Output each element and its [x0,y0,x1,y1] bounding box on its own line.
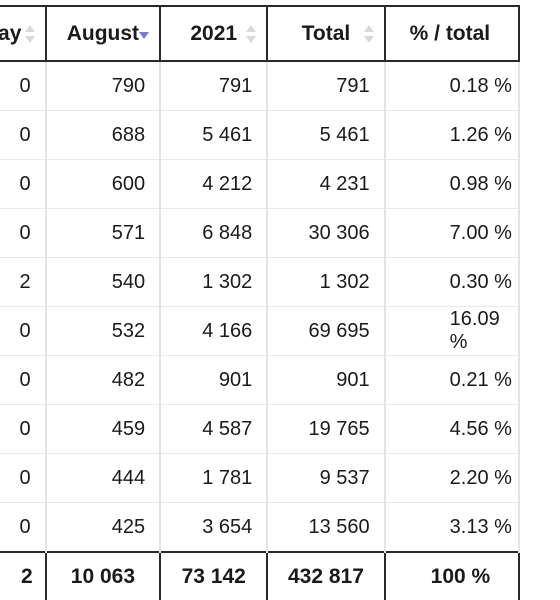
total-cell: 901 [266,355,386,405]
total-cell: 69 695 [266,306,386,356]
percent-cell: 3.13 % [383,502,521,553]
august-cell: 571 [44,208,162,258]
sort-icon[interactable] [24,25,35,43]
august-cell: 425 [44,502,162,553]
year-2021-cell: 5 461 [159,110,269,160]
total-total-cell: 432 817 [266,551,386,600]
percent-value: 2.20 % [449,466,512,489]
sort-descending-icon[interactable] [139,25,150,43]
day-cell: 0 [0,159,47,209]
year-2021-cell: 6 848 [159,208,269,258]
total-2021-cell: 73 142 [159,551,269,600]
column-header-total[interactable]: Total [266,5,386,62]
total-percent-value: 100 % [430,565,491,588]
august-cell: 790 [44,61,162,111]
august-cell: 688 [44,110,162,160]
august-cell: 540 [44,257,162,307]
table-row: 0 532 4 166 69 695 16.09 % [0,306,521,356]
day-cell: 0 [0,502,47,553]
day-cell: 0 [0,61,47,111]
percent-value: 0.21 % [449,368,512,391]
august-cell: 482 [44,355,162,405]
stats-table: day August 2021 Total % / total [0,5,521,600]
column-header-day[interactable]: day [0,5,47,62]
column-header-percent-total[interactable]: % / total [383,5,521,62]
column-header-label: August [66,21,140,45]
total-cell: 19 765 [266,404,386,454]
column-header-august[interactable]: August [44,5,162,62]
day-cell: 0 [0,208,47,258]
total-cell: 9 537 [266,453,386,503]
sort-icon[interactable] [363,25,374,43]
totals-row: 2 10 063 73 142 432 817 100 % [0,551,521,600]
day-cell: 2 [0,257,47,307]
year-2021-cell: 4 212 [159,159,269,209]
day-cell: 0 [0,453,47,503]
percent-value: 16.09 % [449,308,500,353]
percent-value: 3.13 % [449,515,512,538]
total-cell: 1 302 [266,257,386,307]
august-cell: 600 [44,159,162,209]
header-row: day August 2021 Total % / total [0,5,521,62]
table-row: 0 444 1 781 9 537 2.20 % [0,453,521,503]
percent-value: 1.26 % [449,123,512,146]
percent-cell: 7.00 % [383,208,521,258]
percent-value: 0.30 % [449,270,512,293]
august-cell: 444 [44,453,162,503]
year-2021-cell: 791 [159,61,269,111]
day-cell: 0 [0,306,47,356]
percent-value: 0.18 % [449,74,512,97]
table-row: 0 790 791 791 0.18 % [0,61,521,111]
year-2021-cell: 901 [159,355,269,405]
day-cell: 0 [0,110,47,160]
august-cell: 532 [44,306,162,356]
year-2021-cell: 1 302 [159,257,269,307]
total-day-cell: 2 [0,551,47,600]
percent-cell: 0.18 % [383,61,521,111]
year-2021-cell: 4 587 [159,404,269,454]
total-cell: 13 560 [266,502,386,553]
total-cell: 5 461 [266,110,386,160]
total-cell: 4 231 [266,159,386,209]
august-cell: 459 [44,404,162,454]
year-2021-cell: 4 166 [159,306,269,356]
percent-value: 0.98 % [449,172,512,195]
table-row: 0 571 6 848 30 306 7.00 % [0,208,521,258]
table-row: 0 459 4 587 19 765 4.56 % [0,404,521,454]
percent-value: 7.00 % [449,221,512,244]
percent-cell: 0.21 % [383,355,521,405]
column-header-label: 2021 [190,21,238,45]
percent-cell: 2.20 % [383,453,521,503]
table-row: 0 482 901 901 0.21 % [0,355,521,405]
total-august-cell: 10 063 [44,551,162,600]
percent-cell: 0.98 % [383,159,521,209]
percent-cell: 1.26 % [383,110,521,160]
table-row: 0 425 3 654 13 560 3.13 % [0,502,521,553]
percent-cell: 0.30 % [383,257,521,307]
sort-icon[interactable] [246,25,257,43]
day-cell: 0 [0,355,47,405]
table-row: 2 540 1 302 1 302 0.30 % [0,257,521,307]
percent-cell: 16.09 % [383,306,521,356]
year-2021-cell: 1 781 [159,453,269,503]
year-2021-cell: 3 654 [159,502,269,553]
column-header-label: % / total [409,21,491,45]
table-row: 0 688 5 461 5 461 1.26 % [0,110,521,160]
percent-value: 4.56 % [449,417,512,440]
total-percent-cell: 100 % [383,551,521,600]
total-cell: 30 306 [266,208,386,258]
day-cell: 0 [0,404,47,454]
column-header-label: Total [301,21,351,45]
percent-cell: 4.56 % [383,404,521,454]
column-header-label: day [0,21,22,45]
column-header-2021[interactable]: 2021 [159,5,269,62]
total-cell: 791 [266,61,386,111]
table-row: 0 600 4 212 4 231 0.98 % [0,159,521,209]
